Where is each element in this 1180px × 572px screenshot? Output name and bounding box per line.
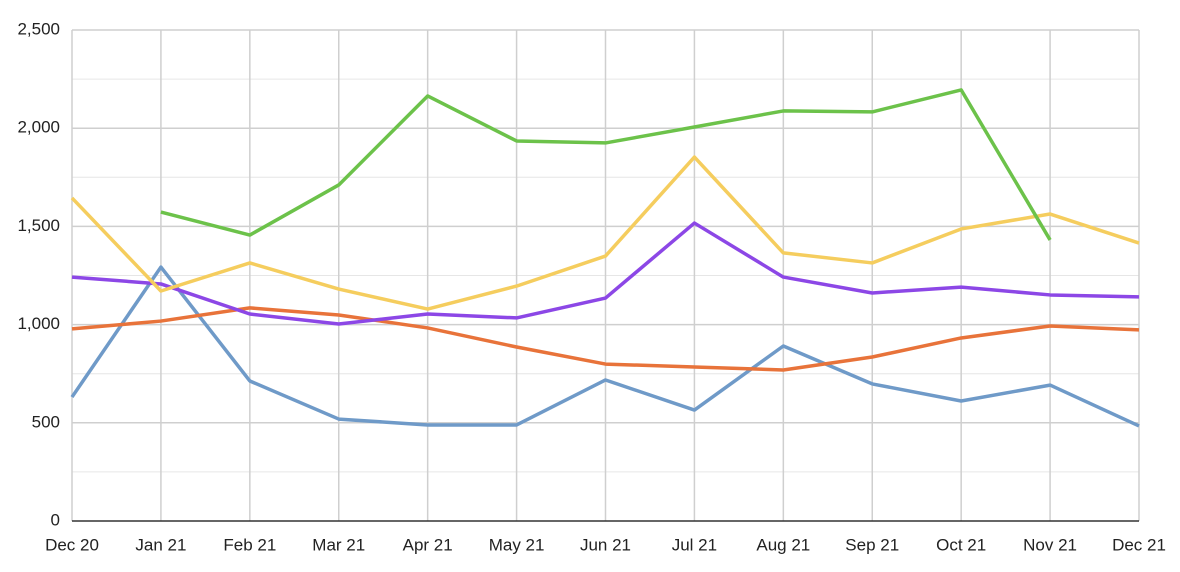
line-series [71, 221, 1140, 326]
y-tick-label: 1,500 [17, 216, 60, 235]
x-tick-label: Dec 21 [1112, 535, 1166, 554]
line-series [71, 306, 1140, 372]
x-tick-label: Jan 21 [135, 535, 186, 554]
x-tick-label: May 21 [489, 535, 545, 554]
x-tick-label: Mar 21 [312, 535, 365, 554]
y-tick-label: 500 [32, 412, 60, 431]
y-tick-label: 2,000 [17, 118, 60, 137]
x-tick-label: Sep 21 [845, 535, 899, 554]
line-series [160, 88, 1052, 241]
x-tick-label: Nov 21 [1023, 535, 1077, 554]
line-series [70, 265, 1140, 428]
y-tick-label: 0 [51, 510, 60, 529]
y-tick-label: 2,500 [17, 19, 60, 38]
y-tick-label: 1,000 [17, 314, 60, 333]
x-tick-label: Jul 21 [672, 535, 717, 554]
x-tick-label: Feb 21 [223, 535, 276, 554]
x-tick-label: Dec 20 [45, 535, 99, 554]
x-tick-label: Aug 21 [756, 535, 810, 554]
x-tick-label: Oct 21 [936, 535, 986, 554]
x-tick-label: Apr 21 [403, 535, 453, 554]
line-series [70, 155, 1140, 311]
x-tick-label: Jun 21 [580, 535, 631, 554]
